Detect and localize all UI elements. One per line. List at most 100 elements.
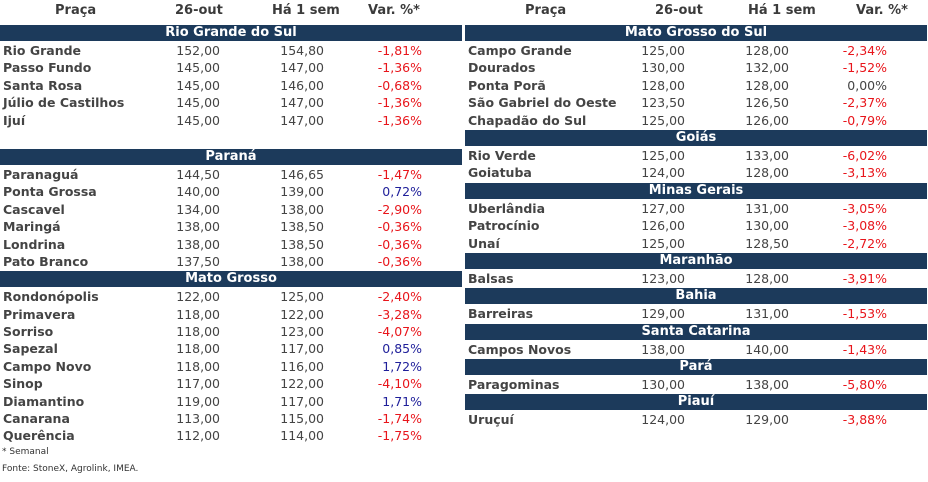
price-week-ago: 147,00 — [280, 60, 324, 76]
price-current: 123,00 — [641, 270, 685, 286]
table-row: Campo Grande 125,00 128,00 -2,34% — [465, 42, 927, 59]
price-current: 127,00 — [641, 200, 685, 216]
praca-name: Júlio de Castilhos — [3, 95, 125, 111]
variation-pct: -4,10% — [377, 376, 422, 392]
table-row: Ijuí 145,00 147,00 -1,36% — [0, 112, 462, 129]
price-week-ago: 131,00 — [745, 200, 789, 216]
praca-name: Patrocínio — [468, 218, 540, 234]
price-current: 144,50 — [176, 166, 220, 182]
praca-name: Campos Novos — [468, 341, 572, 357]
table-row: Rio Verde 125,00 133,00 -6,02% — [465, 147, 927, 164]
variation-pct: -3,13% — [842, 165, 887, 181]
praca-name: Barreiras — [468, 306, 534, 322]
header-var: Var. %* — [856, 3, 908, 18]
price-week-ago: 128,00 — [745, 165, 789, 181]
variation-pct: -2,72% — [842, 235, 887, 251]
variation-pct: -3,05% — [842, 200, 887, 216]
price-current: 118,00 — [176, 324, 220, 340]
variation-pct: -0,68% — [377, 77, 422, 93]
praca-name: Balsas — [468, 270, 514, 286]
price-week-ago: 128,50 — [745, 235, 789, 251]
region-header: Mato Grosso do Sul — [465, 25, 927, 41]
price-current: 138,00 — [176, 219, 220, 235]
variation-pct: -6,02% — [842, 147, 887, 163]
praca-name: Santa Rosa — [3, 77, 83, 93]
price-current: 113,00 — [176, 411, 220, 427]
price-current: 134,00 — [176, 201, 220, 217]
price-week-ago: 122,00 — [280, 376, 324, 392]
variation-pct: 0,00% — [847, 77, 887, 93]
table-row: Chapadão do Sul 125,00 126,00 -0,79% — [465, 112, 927, 129]
price-current: 130,00 — [641, 60, 685, 76]
region-header: Piauí — [465, 394, 927, 411]
price-current: 140,00 — [176, 184, 220, 200]
price-current: 130,00 — [641, 377, 685, 393]
price-week-ago: 114,00 — [280, 428, 324, 444]
left-price-table: Praça 26-out Há 1 sem Var. %* Rio Grande… — [0, 0, 462, 445]
table-row: Pato Branco 137,50 138,00 -0,36% — [0, 253, 462, 270]
price-current: 145,00 — [176, 112, 220, 128]
price-current: 125,00 — [641, 43, 685, 58]
price-week-ago: 130,00 — [745, 218, 789, 234]
price-current: 126,00 — [641, 218, 685, 234]
praca-name: Rondonópolis — [3, 289, 99, 305]
price-week-ago: 146,65 — [280, 166, 324, 182]
table-row: Paranaguá 144,50 146,65 -1,47% — [0, 166, 462, 183]
header-praca: Praça — [525, 3, 567, 18]
table-row: Ponta Grossa 140,00 139,00 0,72% — [0, 183, 462, 200]
praca-name: Cascavel — [3, 201, 65, 217]
praca-name: Querência — [3, 428, 75, 444]
price-week-ago: 147,00 — [280, 95, 324, 111]
praca-name: São Gabriel do Oeste — [468, 95, 617, 111]
price-current: 122,00 — [176, 289, 220, 305]
table-row: Querência 112,00 114,00 -1,75% — [0, 427, 462, 444]
variation-pct: -3,91% — [842, 270, 887, 286]
variation-pct: -1,81% — [377, 43, 422, 58]
price-current: 128,00 — [641, 77, 685, 93]
left-table-header: Praça 26-out Há 1 sem Var. %* — [0, 0, 462, 24]
price-current: 124,00 — [641, 165, 685, 181]
variation-pct: -0,36% — [377, 253, 422, 269]
table-row: Campo Novo 118,00 116,00 1,72% — [0, 358, 462, 375]
praca-name: Ponta Porã — [468, 77, 546, 93]
praca-name: Paranaguá — [3, 166, 79, 182]
footnote-source: Fonte: StoneX, Agrolink, IMEA. — [2, 464, 139, 474]
variation-pct: -1,36% — [377, 95, 422, 111]
price-week-ago: 122,00 — [280, 306, 324, 322]
table-row: Goiatuba 124,00 128,00 -3,13% — [465, 164, 927, 181]
praca-name: Dourados — [468, 60, 536, 76]
price-week-ago: 129,00 — [745, 412, 789, 428]
region-header: Goiás — [465, 129, 927, 146]
price-current: 138,00 — [176, 236, 220, 252]
price-week-ago: 123,00 — [280, 324, 324, 340]
region-header: Santa Catarina — [465, 323, 927, 340]
price-current: 118,00 — [176, 306, 220, 322]
price-week-ago: 138,00 — [280, 201, 324, 217]
price-current: 145,00 — [176, 77, 220, 93]
header-praca: Praça — [55, 3, 97, 18]
table-row: Paragominas 130,00 138,00 -5,80% — [465, 376, 927, 393]
price-week-ago: 133,00 — [745, 147, 789, 163]
variation-pct: -2,40% — [377, 289, 422, 305]
table-row: Patrocínio 126,00 130,00 -3,08% — [465, 217, 927, 234]
price-week-ago: 126,50 — [745, 95, 789, 111]
table-row: Passo Fundo 145,00 147,00 -1,36% — [0, 59, 462, 76]
praca-name: Rio Grande — [3, 43, 82, 58]
price-week-ago: 116,00 — [280, 358, 324, 374]
table-row: Santa Rosa 145,00 146,00 -0,68% — [0, 77, 462, 94]
right-table-body: Mato Grosso do Sul Campo Grande 125,00 128,… — [465, 25, 927, 429]
price-week-ago: 126,00 — [745, 112, 789, 128]
praca-name: Chapadão do Sul — [468, 112, 587, 128]
price-week-ago: 117,00 — [280, 341, 324, 357]
right-price-table: Praça 26-out Há 1 sem Var. %* Mato Gross… — [465, 0, 927, 429]
price-week-ago: 147,00 — [280, 112, 324, 128]
table-row: Ponta Porã 128,00 128,00 0,00% — [465, 77, 927, 94]
table-row: Júlio de Castilhos 145,00 147,00 -1,36% — [0, 94, 462, 111]
variation-pct: -1,52% — [842, 60, 887, 76]
price-current: 125,00 — [641, 147, 685, 163]
left-table-body: Rio Grande do Sul Rio Grande 152,00 154,80 -… — [0, 25, 462, 445]
table-row: Unaí 125,00 128,50 -2,72% — [465, 235, 927, 252]
price-current: 119,00 — [176, 393, 220, 409]
praca-name: Ponta Grossa — [3, 184, 97, 200]
table-row: Cascavel 134,00 138,00 -2,90% — [0, 201, 462, 218]
